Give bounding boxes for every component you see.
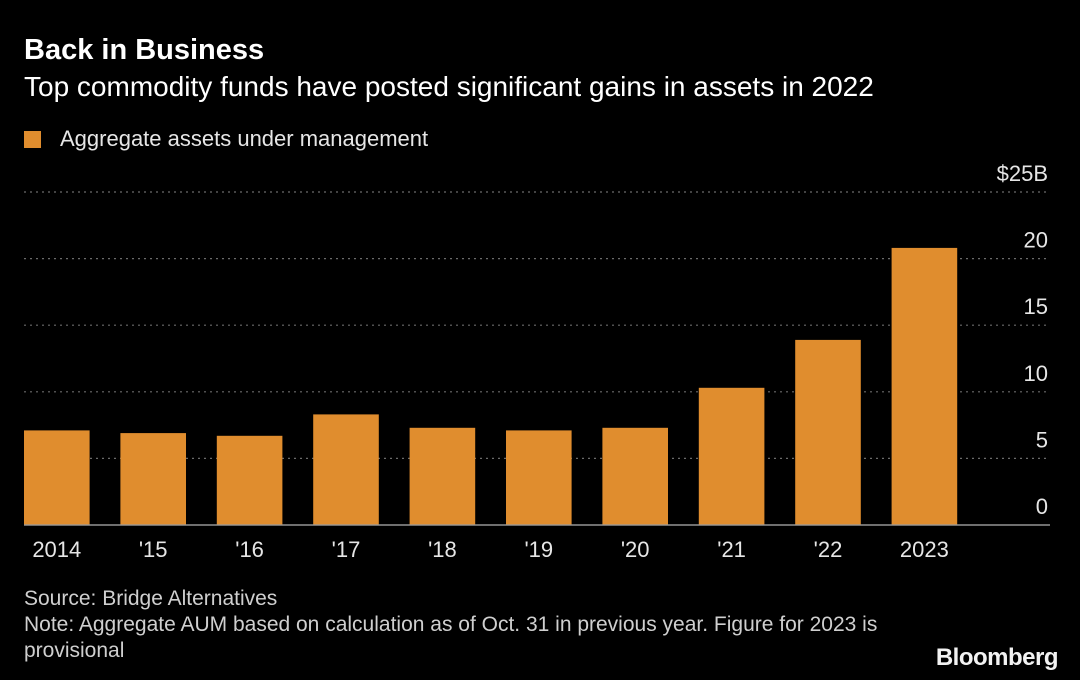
bars — [24, 247, 1050, 526]
x-tick-label: 2014 — [32, 537, 81, 562]
bar — [409, 427, 476, 525]
bar — [24, 430, 90, 525]
legend: Aggregate assets under management — [24, 126, 428, 152]
footnote: Note: Aggregate AUM based on calculation… — [24, 613, 878, 662]
bar — [602, 427, 668, 525]
bloomberg-logo: Bloomberg — [935, 644, 1059, 671]
x-tick-label: '18 — [428, 537, 457, 562]
bar — [891, 247, 958, 525]
source-note: Source: Bridge Alternatives — [24, 587, 278, 610]
chart-title: Back in Business — [24, 34, 265, 66]
x-tick-label: '15 — [139, 537, 168, 562]
x-tick-label: '22 — [814, 537, 843, 562]
chart-subtitle: Top commodity funds have posted signific… — [24, 71, 874, 102]
x-tick-label: '19 — [524, 537, 553, 562]
bar — [313, 414, 379, 525]
bar — [506, 430, 572, 525]
legend-swatch — [24, 130, 41, 148]
y-tick-label: 10 — [1024, 361, 1048, 386]
y-tick-label: $25B — [997, 161, 1048, 186]
y-tick-label: 0 — [1036, 494, 1048, 519]
x-tick-label: '21 — [717, 537, 746, 562]
x-tick-label: 2023 — [900, 537, 949, 562]
bar — [216, 435, 283, 525]
legend-label: Aggregate assets under management — [60, 126, 429, 151]
x-tick-label: '16 — [235, 537, 264, 562]
bar — [795, 339, 861, 525]
x-axis-ticks: 2014 '15 '16 '17 '18 '19 '20 '21 '22 2023 — [32, 537, 949, 562]
y-axis-ticks: 0 5 10 15 20 $25B — [997, 161, 1048, 519]
y-tick-label: 20 — [1024, 228, 1048, 253]
y-tick-label: 5 — [1036, 427, 1048, 452]
bar — [120, 433, 186, 525]
x-tick-label: '17 — [332, 537, 361, 562]
bar — [698, 387, 765, 525]
y-tick-label: 15 — [1024, 294, 1048, 319]
x-tick-label: '20 — [621, 537, 650, 562]
